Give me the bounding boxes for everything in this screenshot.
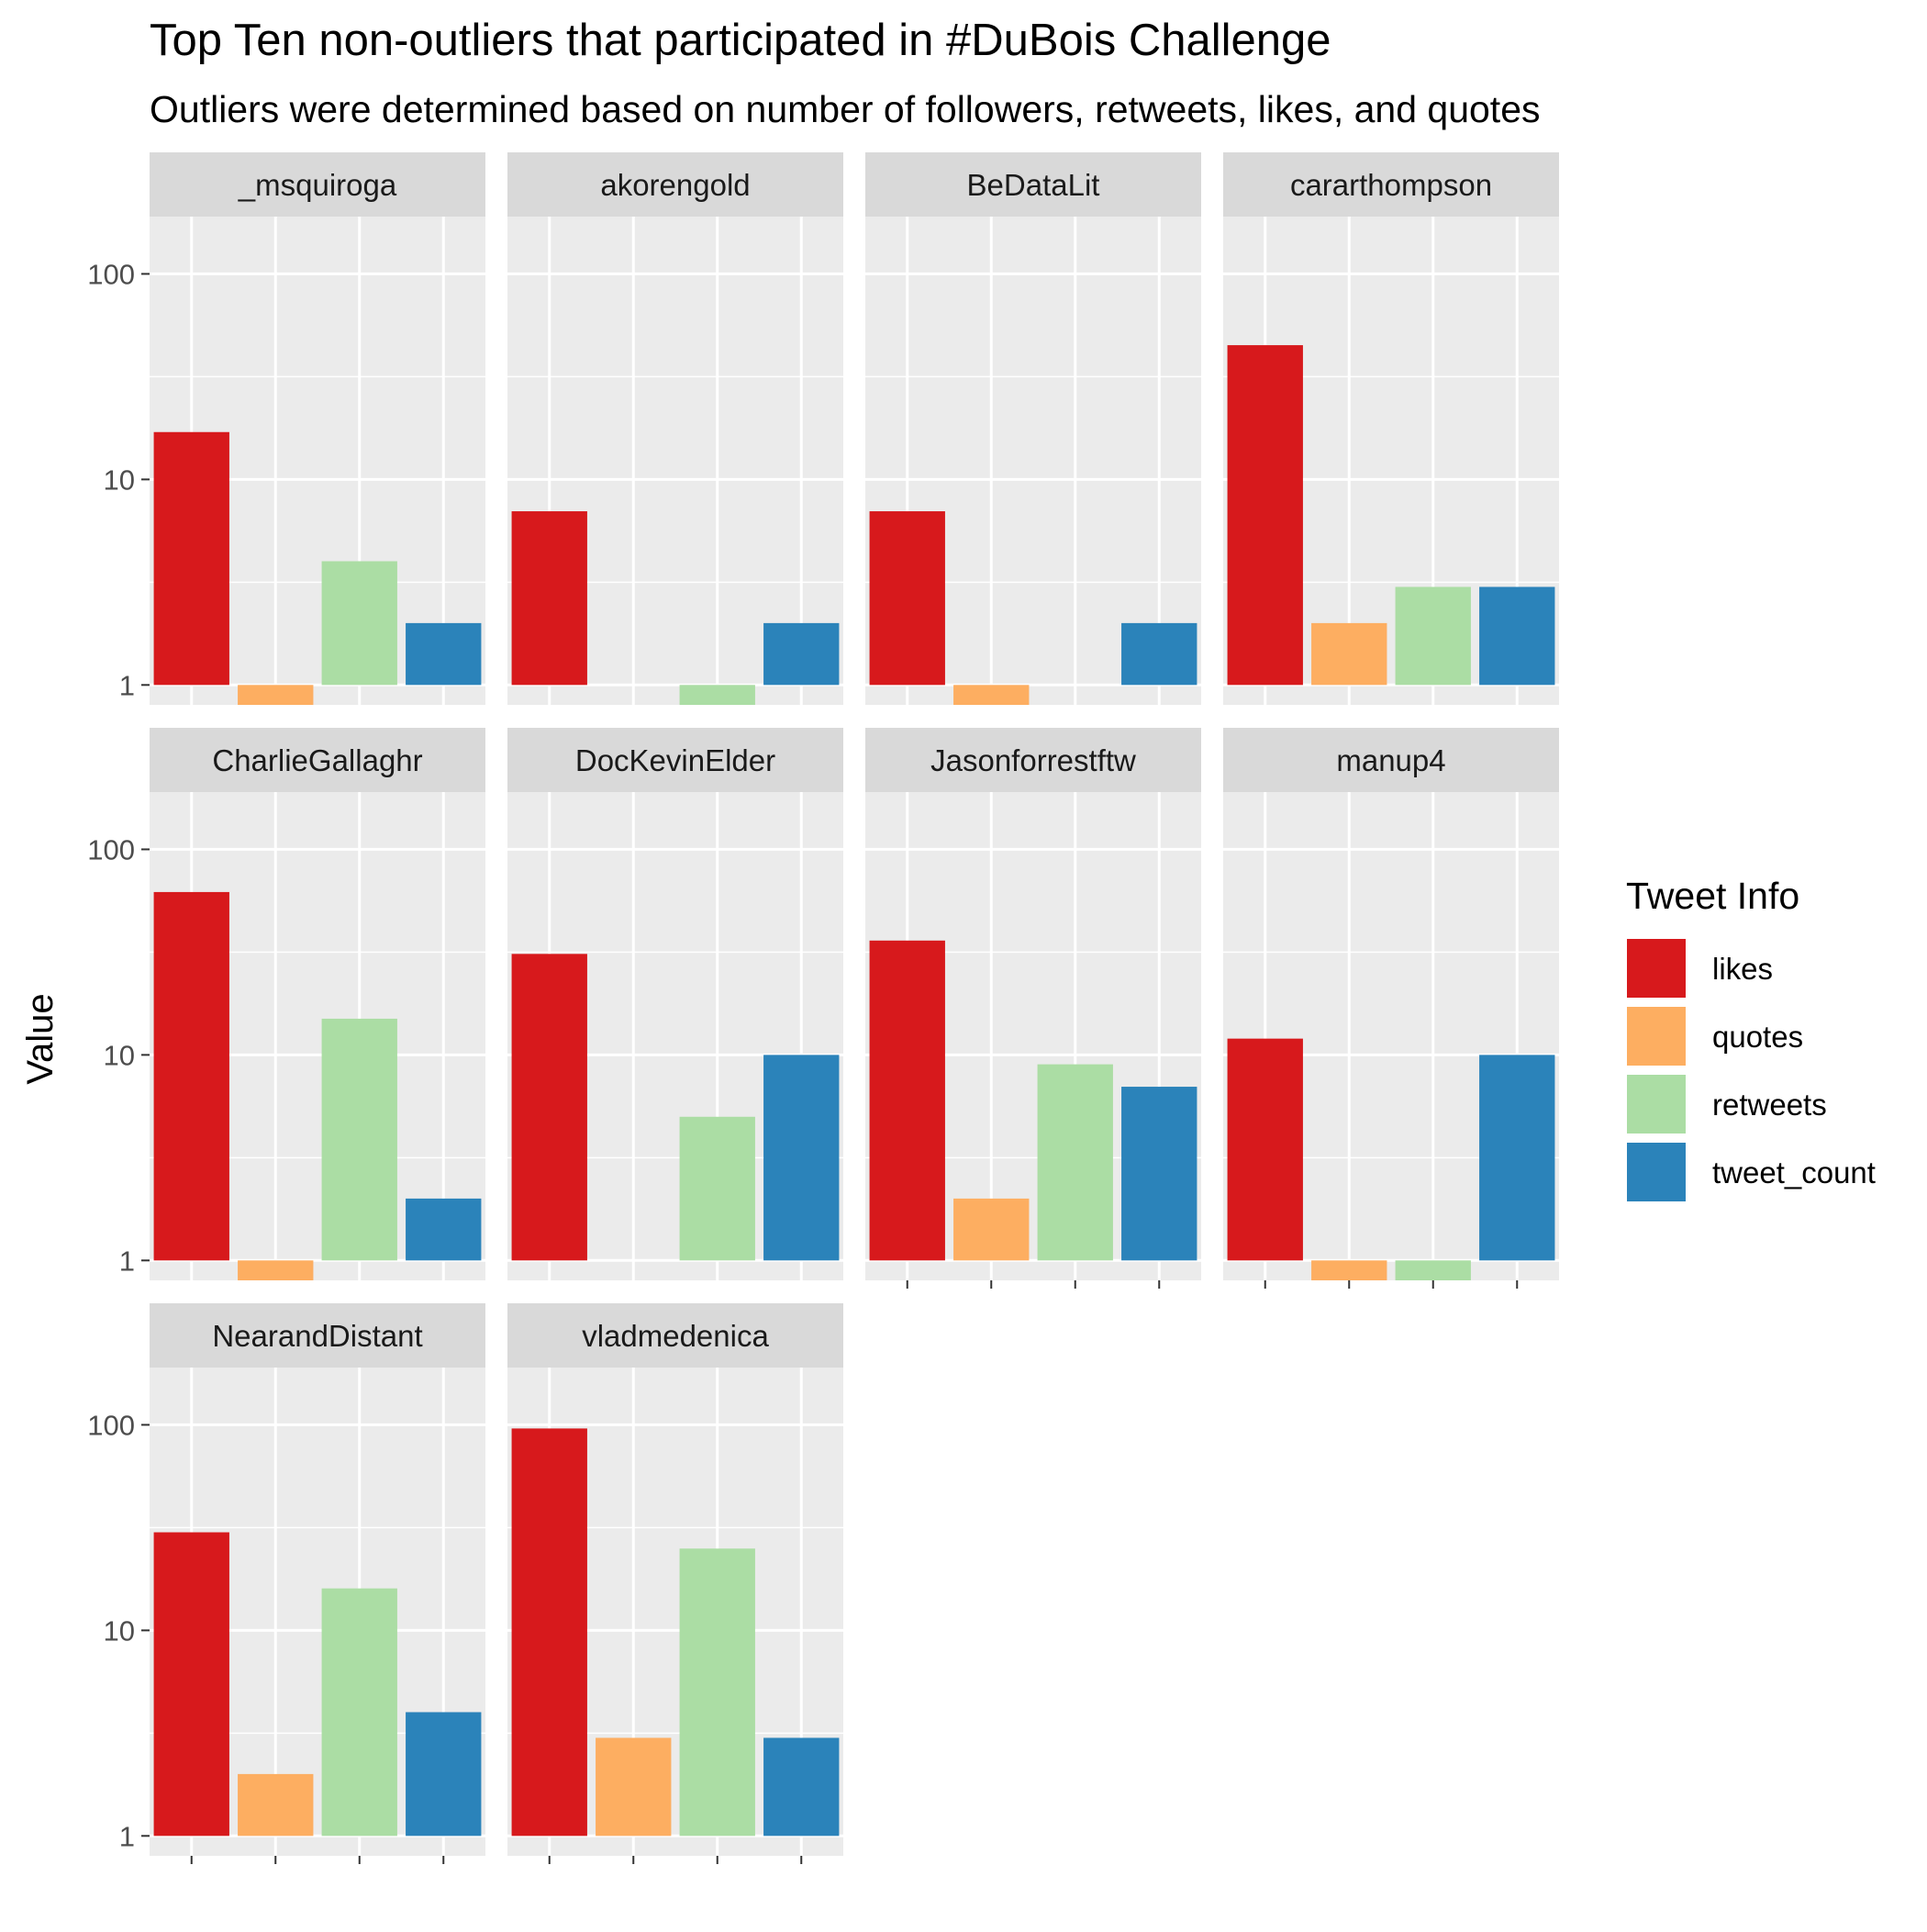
y-tick-label: 1 [119,1820,135,1852]
legend-key-quotes [1625,1005,1688,1067]
bar-likes [511,1428,587,1837]
bar-quotes [596,1737,672,1837]
bar-quotes [238,685,314,705]
facet-label: BeDataLit [967,168,1100,202]
legend-title: Tweet Info [1626,875,1799,917]
bar-retweets [321,1018,397,1261]
bar-quotes [953,685,1030,705]
bar-retweets [679,685,755,705]
facet-label: DocKevinElder [575,743,775,777]
y-tick-label: 10 [104,1039,135,1071]
bar-quotes [238,1260,314,1280]
bar-likes [153,1532,229,1837]
bar-likes [153,891,229,1261]
facet-strip [1223,152,1559,217]
bar-tweet_count [763,622,840,686]
y-tick-label: 100 [87,258,135,290]
bar-retweets [679,1548,755,1837]
bar-tweet_count [406,622,482,686]
facets-layer: _msquiroga 1 10 100 akorengold BeDataLit carar… [87,152,1559,1864]
facet-panel: CharlieGallaghr 1 10 100 [87,728,485,1280]
facet-panel: _msquiroga 1 10 100 [87,152,485,705]
facet-strip [507,728,843,792]
bar-quotes [238,1773,314,1837]
bar-quotes [1311,622,1387,686]
facet-panel: BeDataLit [865,152,1201,705]
y-tick-label: 1 [119,669,135,701]
bar-retweets [321,1588,397,1837]
y-axis-label: Value [20,993,61,1084]
bar-likes [511,511,587,686]
facet-strip [865,728,1201,792]
legend-label: retweets [1712,1088,1827,1122]
y-tick-label: 10 [104,463,135,496]
bar-likes [869,940,945,1261]
y-tick-label: 1 [119,1245,135,1277]
bar-tweet_count [1479,1055,1555,1261]
facet-strip [507,1303,843,1368]
facet-label: cararthompson [1290,168,1492,202]
bar-tweet_count [1479,586,1555,686]
bar-retweets [1395,1260,1471,1280]
facet-label: CharlieGallaghr [212,743,422,777]
bar-retweets [679,1116,755,1261]
bar-likes [869,511,945,686]
facet-label: manup4 [1336,743,1445,777]
facet-panel: NearandDistant 1 10 100 [87,1303,485,1864]
y-tick-label: 10 [104,1614,135,1647]
y-tick-label: 100 [87,1409,135,1441]
facet-strip [150,728,485,792]
facet-strip [507,152,843,217]
bar-tweet_count [763,1737,840,1837]
chart-title: Top Ten non-outliers that participated i… [150,16,1331,65]
bar-likes [511,954,587,1261]
facet-strip [1223,728,1559,792]
bar-tweet_count [1121,622,1197,686]
bar-quotes [1311,1260,1387,1280]
bar-tweet_count [1121,1087,1197,1261]
facet-panel: DocKevinElder [507,728,843,1280]
legend-label: quotes [1712,1020,1803,1054]
facet-label: vladmedenica [582,1319,769,1353]
facet-label: _msquiroga [238,168,397,202]
legend-key-likes [1625,937,1688,1000]
bar-quotes [953,1198,1030,1261]
bar-likes [1227,345,1303,686]
facet-label: Jasonforrestftw [930,743,1136,777]
chart-subtitle: Outliers were determined based on number… [150,88,1541,130]
bar-tweet_count [406,1712,482,1837]
legend-key-retweets [1625,1073,1688,1135]
facet-label: NearandDistant [212,1319,422,1353]
legend-label: tweet_count [1712,1156,1876,1189]
facet-panel: cararthompson [1223,152,1559,705]
legend-label: likes [1712,952,1773,986]
bar-retweets [1395,586,1471,686]
facet-strip [150,152,485,217]
bar-retweets [1037,1064,1113,1261]
facet-panel: akorengold [507,152,843,705]
facet-panel: Jasonforrestftw [865,728,1201,1289]
bar-tweet_count [763,1055,840,1261]
facet-panel: manup4 [1223,728,1559,1289]
legend-key-tweet_count [1625,1141,1688,1203]
facet-panel: vladmedenica [507,1303,843,1864]
bar-tweet_count [406,1198,482,1261]
y-tick-label: 100 [87,833,135,865]
bar-likes [1227,1038,1303,1261]
facet-label: akorengold [600,168,750,202]
facet-strip [865,152,1201,217]
bar-retweets [321,561,397,686]
legend: Tweet Info likes quotes retweets tweet_coun… [1625,875,1876,1203]
bar-likes [153,431,229,686]
facet-strip [150,1303,485,1368]
